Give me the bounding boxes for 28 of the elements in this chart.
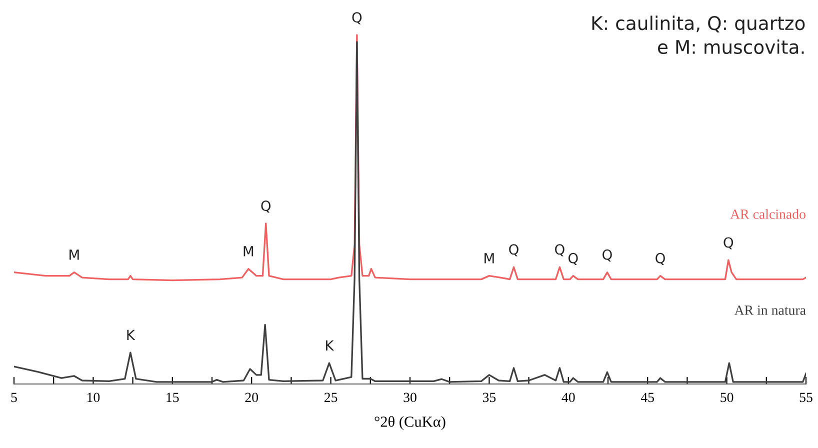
x-tick-label: 45 — [640, 392, 654, 402]
annotation: M — [70, 250, 79, 260]
annotation: Q — [555, 244, 564, 256]
x-tick-label: 25 — [324, 392, 338, 402]
text: AR in natura — [734, 306, 806, 315]
annotation: Q — [261, 200, 271, 213]
x-tick-label: 35 — [482, 392, 496, 402]
annotation: Q — [724, 237, 734, 250]
x-tick-label: 30 — [404, 392, 416, 402]
annotation: Q — [352, 12, 362, 24]
x-tick-label: 55 — [800, 392, 812, 402]
x-tick-label: 50 — [720, 392, 734, 402]
x-tick-label: 20 — [245, 392, 258, 402]
annotation: M — [244, 246, 254, 256]
annotation: K — [127, 330, 136, 340]
annotation: M — [484, 253, 494, 264]
annotation: Q — [568, 252, 578, 265]
annotation: Q — [509, 244, 518, 256]
x-tick-label: 10 — [87, 392, 100, 402]
annotation: Q — [656, 252, 665, 265]
annotation: Q — [602, 249, 612, 262]
annotation: K — [326, 340, 334, 350]
x-tick-label: 15 — [166, 392, 179, 402]
x-tick-label: 40 — [562, 392, 575, 402]
x-tick-label: 5 — [11, 392, 17, 402]
x-axis-title: °2θ (CuKα) — [374, 416, 446, 430]
text: AR calcinado — [730, 209, 806, 219]
annotation: K: caulinita, Q: quartzo e M: muscovita. — [592, 16, 805, 54]
